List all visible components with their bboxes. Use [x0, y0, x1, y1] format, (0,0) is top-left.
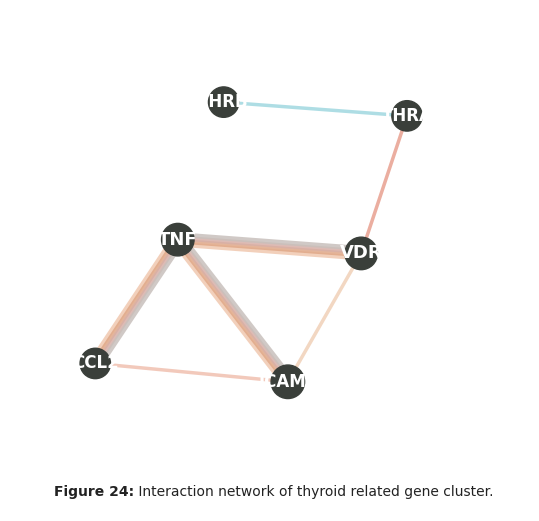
Text: THRA: THRA [382, 107, 432, 125]
Circle shape [162, 224, 194, 256]
Text: CCL2: CCL2 [72, 354, 119, 373]
Circle shape [345, 237, 377, 270]
Circle shape [392, 101, 422, 131]
Text: TNF: TNF [158, 231, 198, 249]
Text: VDR: VDR [340, 244, 383, 263]
Text: ICAM1: ICAM1 [258, 373, 317, 391]
Circle shape [209, 87, 239, 117]
Text: Interaction network of thyroid related gene cluster.: Interaction network of thyroid related g… [134, 486, 494, 499]
Text: THRB: THRB [198, 93, 249, 111]
Circle shape [80, 348, 110, 379]
Text: Figure 24:: Figure 24: [54, 486, 134, 499]
Circle shape [271, 365, 305, 399]
